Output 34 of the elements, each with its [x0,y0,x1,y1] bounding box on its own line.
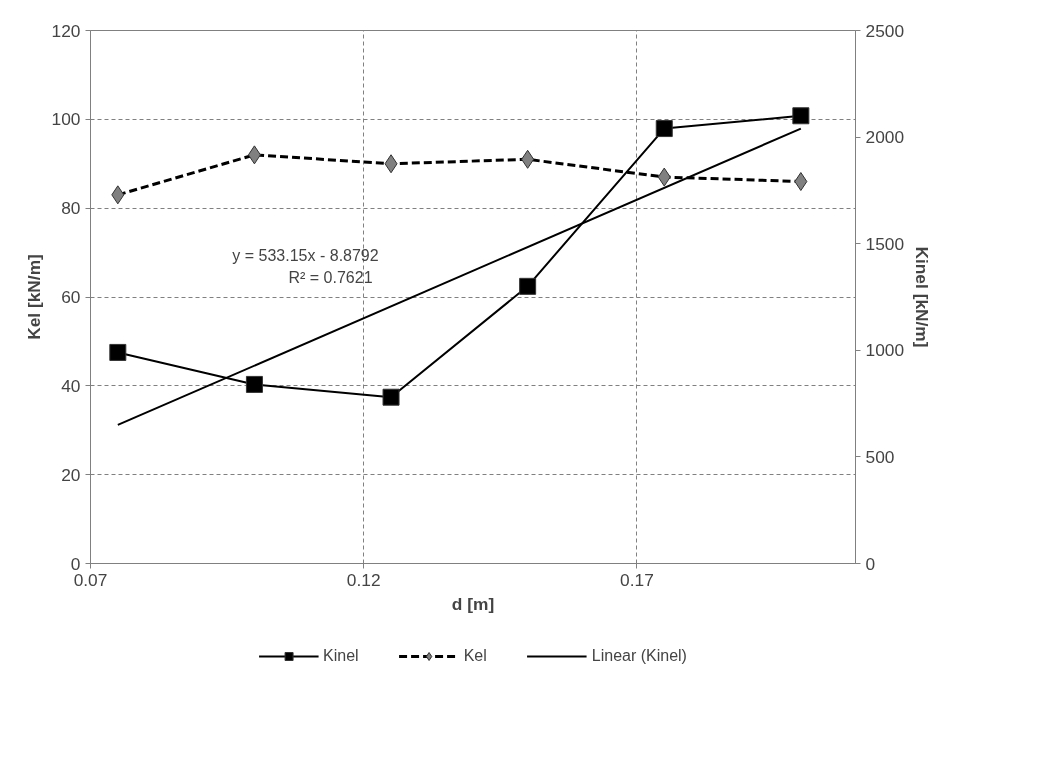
y-tick-label: 120 [51,20,81,41]
legend-label: Kinel [323,647,359,665]
y2-tick-label: 2000 [865,127,905,148]
point [655,120,673,138]
point [247,145,261,165]
point [109,343,127,361]
x-axis-title: d [m] [451,593,495,614]
y2-tick-label: 1000 [865,340,905,361]
point [111,185,125,205]
x-tick-label: 0.17 [620,569,654,590]
y-axis-title: Kel [kN/m] [23,254,44,340]
y2-tick-label: 1500 [865,233,905,254]
point [657,167,671,187]
x-tick-label: 0.12 [346,569,381,590]
legend-label: Kel [463,647,487,665]
point [245,375,263,393]
y-tick-label: 20 [61,464,81,485]
legend-label: Linear (Kinel) [591,647,687,665]
annotation: y = 533.15x - 8.8792 [232,246,379,264]
point [794,172,808,192]
point [519,277,537,295]
y2-tick-label: 500 [865,446,895,467]
y-tick-label: 80 [61,198,81,219]
y2-axis-title: Kinel [kN/m] [912,246,933,348]
y-tick-label: 40 [61,375,81,396]
y2-tick-label: 0 [865,553,876,574]
annotation: R² = 0.7621 [288,268,373,286]
point [384,154,398,174]
point [521,149,535,169]
point [382,388,400,406]
y-tick-label: 60 [61,287,81,307]
y-tick-label: 100 [51,109,81,130]
y2-tick-label: 2500 [865,20,905,41]
point [792,107,810,125]
